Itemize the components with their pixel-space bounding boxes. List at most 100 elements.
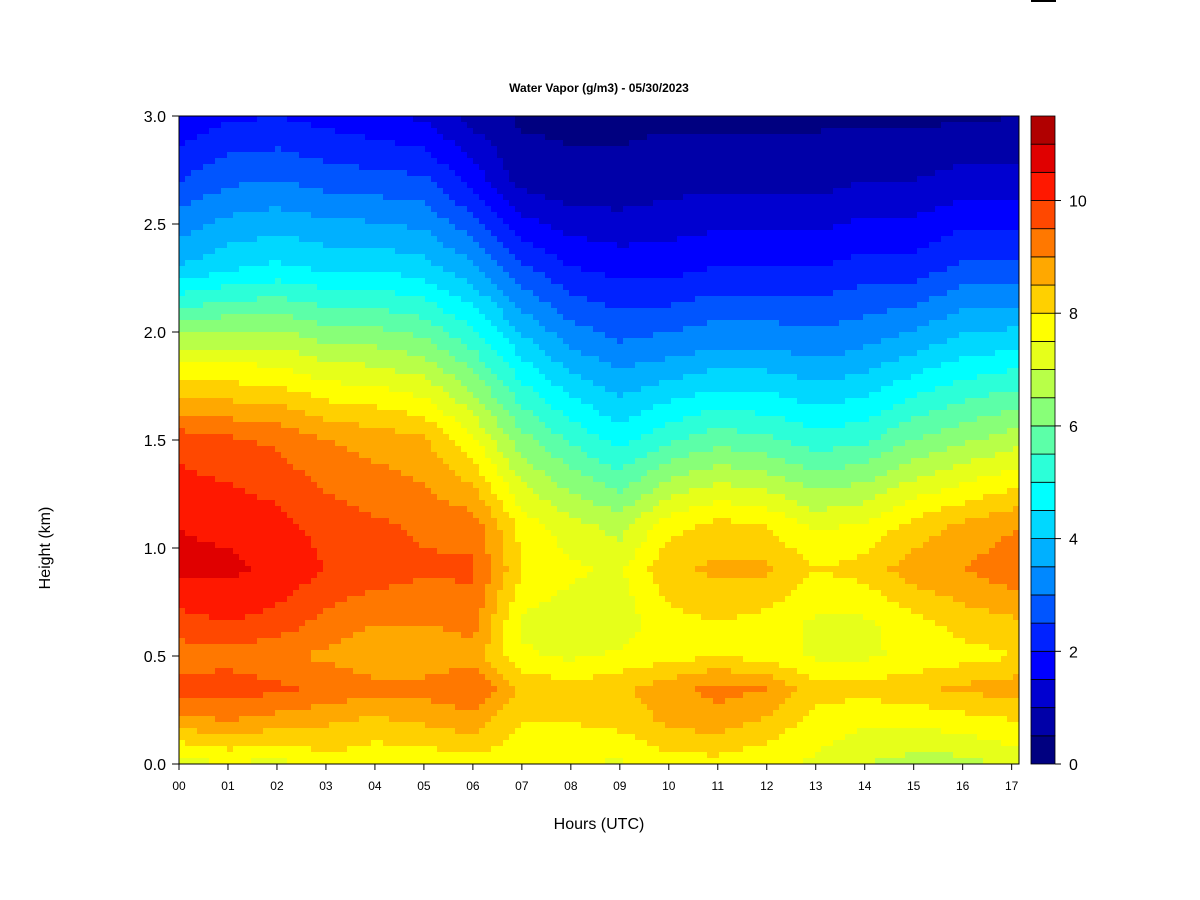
heatmap-cell (221, 536, 228, 543)
heatmap-cell (317, 380, 324, 387)
heatmap-cell (359, 632, 366, 639)
heatmap-cell (389, 596, 396, 603)
heatmap-cell (335, 566, 342, 573)
heatmap-cell (413, 494, 420, 501)
heatmap-cell (365, 362, 372, 369)
heatmap-cell (269, 482, 276, 489)
heatmap-cell (197, 632, 204, 639)
heatmap-cell (359, 638, 366, 645)
heatmap-cell (323, 422, 330, 429)
heatmap-cell (179, 662, 186, 669)
heatmap-cell (233, 152, 240, 159)
heatmap-cell (251, 590, 258, 597)
heatmap-cell (203, 320, 210, 327)
heatmap-cell (413, 680, 420, 687)
heatmap-cell (413, 560, 420, 567)
heatmap-cell (179, 140, 186, 147)
heatmap-cell (179, 746, 186, 753)
heatmap-cell (245, 470, 252, 477)
heatmap-cell (245, 746, 252, 753)
heatmap-cell (425, 494, 432, 501)
heatmap-cell (425, 116, 432, 123)
heatmap-cell (413, 650, 420, 657)
heatmap-cell (365, 410, 372, 417)
heatmap-cell (215, 260, 222, 267)
heatmap-cell (407, 590, 414, 597)
heatmap-cell (425, 230, 432, 237)
heatmap-cell (425, 620, 432, 627)
heatmap-cell (263, 620, 270, 627)
heatmap-cell (269, 674, 276, 681)
heatmap-cell (245, 422, 252, 429)
heatmap-cell (347, 140, 354, 147)
heatmap-cell (371, 248, 378, 255)
heatmap-cell (221, 116, 228, 123)
heatmap-cell (269, 314, 276, 321)
heatmap-cell (299, 284, 306, 291)
heatmap-cell (335, 584, 342, 591)
heatmap-cell (209, 464, 216, 471)
heatmap-cell (413, 206, 420, 213)
heatmap-cell (401, 668, 408, 675)
heatmap-cell (269, 590, 276, 597)
heatmap-cell (245, 140, 252, 147)
heatmap-cell (185, 554, 192, 561)
heatmap-cell (281, 254, 288, 261)
heatmap-cell (395, 440, 402, 447)
heatmap-cell (335, 542, 342, 549)
heatmap-cell (257, 164, 264, 171)
heatmap-cell (365, 266, 372, 273)
heatmap-cell (239, 488, 246, 495)
heatmap-cell (335, 668, 342, 675)
heatmap-cell (191, 506, 198, 513)
heatmap-cell (269, 668, 276, 675)
heatmap-cell (401, 374, 408, 381)
heatmap-cell (371, 170, 378, 177)
heatmap-cell (305, 134, 312, 141)
heatmap-cell (281, 512, 288, 519)
heatmap-cell (263, 164, 270, 171)
heatmap-cell (389, 674, 396, 681)
heatmap-cell (419, 380, 426, 387)
heatmap-cell (341, 650, 348, 657)
heatmap-cell (335, 710, 342, 717)
heatmap-cell (371, 272, 378, 279)
heatmap-cell (359, 740, 366, 747)
heatmap-cell (305, 194, 312, 201)
heatmap-cell (341, 230, 348, 237)
heatmap-cell (275, 350, 282, 357)
heatmap-cell (371, 134, 378, 141)
heatmap-cell (191, 356, 198, 363)
heatmap-cell (335, 470, 342, 477)
heatmap-cell (425, 410, 432, 417)
heatmap-cell (419, 734, 426, 741)
heatmap-cell (365, 224, 372, 231)
heatmap-cell (245, 212, 252, 219)
heatmap-cell (323, 242, 330, 249)
heatmap-cell (275, 506, 282, 513)
heatmap-cell (455, 164, 462, 171)
heatmap-cell (401, 182, 408, 189)
heatmap-cell (209, 320, 216, 327)
heatmap-cell (233, 446, 240, 453)
heatmap-cell (221, 674, 228, 681)
heatmap-cell (203, 404, 210, 411)
heatmap-cell (275, 560, 282, 567)
heatmap-cell (437, 440, 444, 447)
heatmap-cell (311, 704, 318, 711)
heatmap-cell (263, 236, 270, 243)
heatmap-cell (365, 176, 372, 183)
heatmap-cell (287, 578, 294, 585)
heatmap-cell (305, 596, 312, 603)
heatmap-cell (281, 380, 288, 387)
heatmap-cell (245, 290, 252, 297)
heatmap-cell (335, 722, 342, 729)
heatmap-cell (275, 524, 282, 531)
heatmap-cell (191, 476, 198, 483)
heatmap-cell (407, 410, 414, 417)
heatmap-cell (215, 668, 222, 675)
heatmap-cell (329, 488, 336, 495)
heatmap-cell (221, 470, 228, 477)
heatmap-cell (233, 728, 240, 735)
heatmap-cell (323, 194, 330, 201)
